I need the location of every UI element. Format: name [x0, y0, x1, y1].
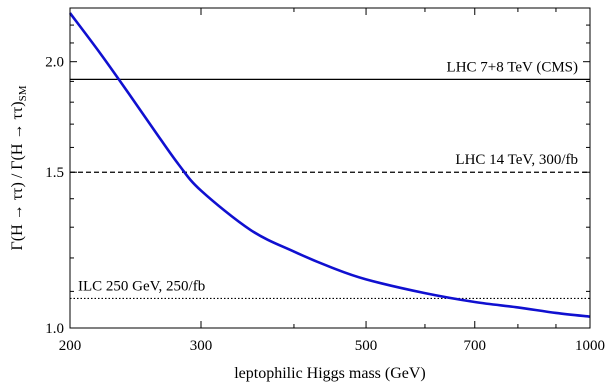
- x-tick-label: 1000: [575, 338, 605, 354]
- reference-line-label: ILC 250 GeV, 250/fb: [78, 278, 205, 294]
- reference-line-label: LHC 14 TeV, 300/fb: [455, 152, 578, 168]
- series-layer: [68, 12, 591, 318]
- y-axis-label: Γ(H → ττ) / Γ(H → ττ)SM: [9, 85, 29, 250]
- tick-labels: 200 300 500 700 1000 1.0 1.5 2.0: [45, 55, 605, 354]
- x-tick-label: 700: [464, 338, 487, 354]
- reference-lines: LHC 7+8 TeV (CMS) LHC 14 TeV, 300/fb ILC 2…: [70, 59, 590, 300]
- x-tick-label: 500: [355, 338, 378, 354]
- plot-frame: [69, 7, 591, 329]
- y-tick-label: 1.5: [45, 165, 64, 181]
- y-axis-label-main: Γ(H → ττ) / Γ(H → ττ): [9, 101, 26, 250]
- y-axis-label-subscript: SM: [17, 85, 29, 101]
- series-line: [68, 12, 591, 318]
- x-tick-label: 300: [190, 338, 213, 354]
- x-tick-label: 200: [59, 338, 82, 354]
- reference-line-label: LHC 7+8 TeV (CMS): [447, 59, 578, 75]
- y-tick-label: 1.0: [45, 321, 64, 337]
- x-axis-label: leptophilic Higgs mass (GeV): [234, 365, 426, 382]
- y-tick-label: 2.0: [45, 55, 64, 71]
